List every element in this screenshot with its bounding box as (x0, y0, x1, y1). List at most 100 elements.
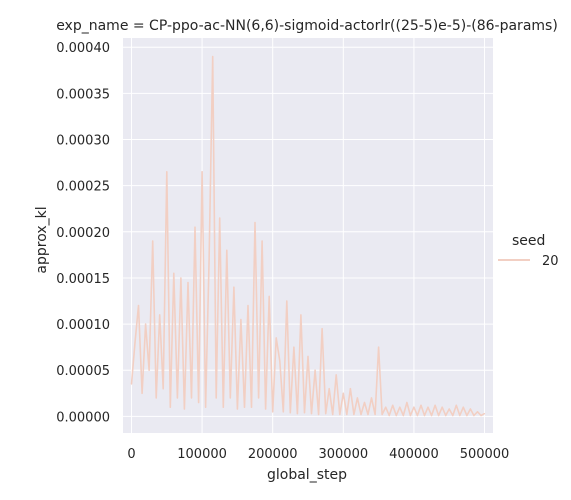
data-point (395, 414, 397, 417)
x-tick-label: 400000 (389, 447, 439, 462)
data-point (353, 413, 355, 416)
data-point (452, 414, 454, 417)
data-point (462, 406, 464, 408)
data-point (268, 295, 270, 298)
y-tick-label: 0.00015 (56, 272, 110, 287)
data-point (144, 323, 147, 325)
data-point (455, 404, 457, 406)
data-point (226, 249, 228, 251)
data-point (448, 408, 450, 410)
data-point (190, 397, 193, 399)
data-point (381, 413, 383, 416)
data-point (402, 414, 404, 417)
data-point (388, 414, 390, 417)
data-point (328, 388, 330, 390)
grid-lines (123, 38, 493, 433)
x-tick-label: 200000 (248, 447, 298, 462)
data-point (317, 413, 320, 416)
y-tick-label: 0.00035 (56, 87, 110, 102)
data-point (137, 305, 140, 307)
data-point (335, 374, 337, 376)
data-point (289, 412, 291, 414)
legend-title: seed (512, 233, 545, 249)
data-point (406, 401, 408, 404)
data-point (180, 277, 182, 279)
data-point (148, 369, 150, 371)
data-point (159, 314, 161, 316)
data-point (272, 411, 274, 413)
data-point (339, 413, 341, 416)
data-point (205, 406, 207, 408)
data-point (445, 414, 447, 417)
data-point (466, 414, 468, 417)
y-axis-label: approx_kl (34, 206, 50, 273)
data-point (247, 305, 249, 307)
data-point (134, 341, 136, 344)
data-point (346, 413, 348, 416)
data-point (219, 217, 221, 219)
data-point (434, 404, 436, 406)
legend-entry: 20 (542, 254, 559, 269)
data-point (307, 355, 309, 357)
y-tick-label: 0.00020 (56, 226, 110, 241)
data-point (314, 369, 316, 371)
data-point (130, 383, 133, 385)
data-point (250, 406, 253, 408)
data-point (469, 408, 472, 410)
y-tick-label: 0.00025 (56, 180, 110, 195)
data-point (233, 286, 235, 288)
data-point (363, 401, 366, 404)
data-point (480, 414, 482, 417)
data-point (187, 281, 189, 284)
x-tick-label: 100000 (177, 447, 227, 462)
data-point (349, 388, 351, 390)
x-tick-label: 300000 (318, 447, 368, 462)
data-point (342, 392, 344, 394)
data-point (236, 408, 238, 410)
data-point (279, 360, 281, 362)
x-axis-label: global_step (267, 467, 347, 483)
data-point (459, 414, 461, 417)
y-tick-label: 0.00030 (56, 134, 110, 149)
data-point (325, 413, 327, 415)
data-point (423, 414, 426, 417)
data-point (194, 226, 196, 228)
data-point (416, 414, 419, 417)
data-point (155, 397, 157, 399)
data-point (332, 413, 334, 416)
data-point (420, 404, 422, 406)
data-point (427, 406, 429, 408)
data-point (208, 258, 210, 261)
series-layer (130, 55, 486, 417)
data-point (356, 397, 359, 399)
data-point (197, 401, 200, 404)
data-point (483, 413, 486, 415)
data-point (257, 397, 260, 399)
data-point (374, 413, 376, 416)
data-point (378, 346, 380, 348)
data-point (286, 300, 288, 302)
data-point (282, 411, 284, 413)
data-point (240, 318, 242, 321)
data-point (300, 314, 302, 316)
data-point (265, 408, 267, 410)
data-point (430, 414, 433, 417)
y-tick-label: 0.00040 (56, 41, 110, 56)
x-tick-label: 0 (127, 447, 135, 462)
data-point (275, 337, 277, 339)
y-tick-label: 0.00000 (56, 410, 110, 425)
data-point (176, 397, 178, 399)
data-point (296, 413, 299, 415)
data-point (385, 406, 387, 408)
data-point (261, 240, 263, 242)
data-point (392, 404, 394, 406)
data-point (473, 414, 475, 417)
data-point (293, 346, 295, 348)
y-tick-label: 0.00010 (56, 318, 110, 333)
x-tick-label: 500000 (460, 447, 510, 462)
data-point (360, 413, 362, 416)
data-point (367, 413, 369, 416)
data-point (441, 406, 443, 408)
data-point (173, 272, 175, 274)
